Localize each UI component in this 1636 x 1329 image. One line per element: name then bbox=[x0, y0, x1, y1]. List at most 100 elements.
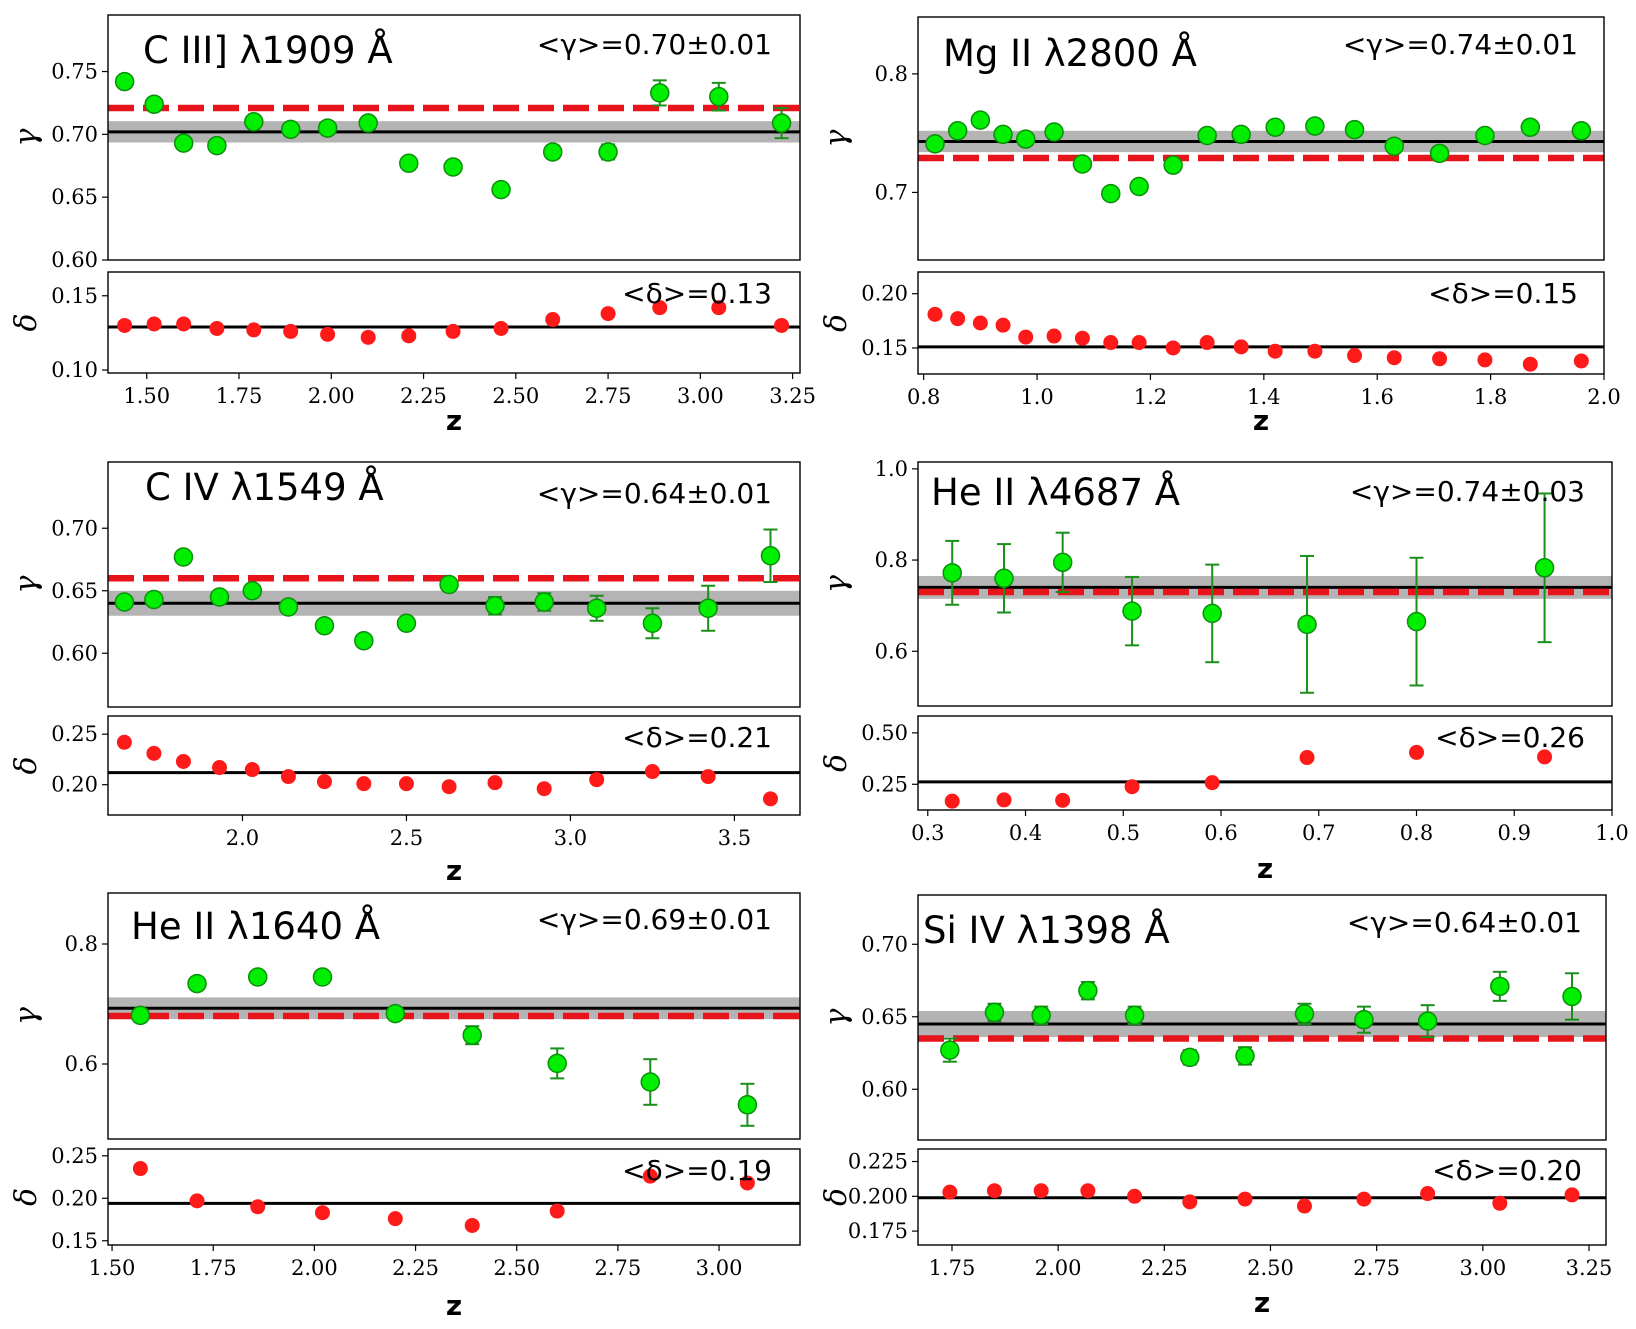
civ-xtick-label: 2.5 bbox=[390, 826, 423, 850]
siiv-delta-point bbox=[1237, 1191, 1253, 1207]
civ-gamma-point bbox=[114, 592, 135, 612]
siiv-gamma-point bbox=[1562, 986, 1582, 1007]
ciii-delta-point bbox=[711, 300, 727, 316]
ciii-gamma-ytick-label: 0.70 bbox=[51, 122, 98, 146]
siiv-gamma-point bbox=[1180, 1047, 1200, 1068]
heii1640-gamma-point bbox=[385, 1003, 406, 1024]
heii4687-gamma-point bbox=[1052, 552, 1073, 573]
ciii-delta-point bbox=[445, 323, 461, 339]
heii4687-delta-ytick-label: 0.25 bbox=[861, 772, 908, 796]
ciii-delta-point bbox=[600, 306, 616, 322]
heii1640-gamma-point bbox=[462, 1025, 482, 1045]
ciii-delta-point bbox=[493, 320, 509, 336]
civ-gamma-plot bbox=[108, 528, 800, 651]
mgii-panel: 0.7 0.8 γ Mg II λ2800 Å <γ>=0.74±0.01 0.15 0.2… bbox=[819, 16, 1621, 437]
mgii-xtick-label: 1.2 bbox=[1134, 385, 1167, 409]
siiv-gamma-plot bbox=[918, 970, 1606, 1068]
heii1640-delta-ytick-label: 0.15 bbox=[51, 1229, 98, 1253]
mgii-delta-point bbox=[950, 311, 966, 327]
mgii-xtick-label: 1.8 bbox=[1474, 385, 1507, 409]
heii4687-delta-point bbox=[1124, 779, 1140, 795]
civ-delta-point bbox=[441, 779, 457, 795]
siiv-gamma-point bbox=[984, 1002, 1005, 1023]
ciii-xtick-label: 3.00 bbox=[677, 384, 724, 408]
civ-gamma-point bbox=[354, 631, 374, 651]
siiv-gamma-point bbox=[1294, 1004, 1315, 1024]
ciii-gamma-point bbox=[598, 142, 618, 162]
heii4687-delta-mean-annotation: <δ>=0.26 bbox=[1435, 721, 1585, 754]
mgii-delta-ylabel: δ bbox=[819, 314, 854, 332]
ciii-delta-ytick-label: 0.10 bbox=[51, 358, 98, 382]
heii1640-gamma-mean-annotation: <γ>=0.69±0.01 bbox=[537, 903, 772, 936]
heii4687-panel: 0.6 0.8 1.0 γ He II λ4687 Å <γ>=0.74±0.03 0.25… bbox=[819, 457, 1629, 885]
mgii-gamma-mean-annotation: <γ>=0.74±0.01 bbox=[1343, 28, 1578, 61]
civ-gamma-point bbox=[760, 546, 781, 566]
heii1640-delta-point bbox=[132, 1161, 148, 1177]
siiv-delta-point bbox=[1080, 1183, 1096, 1199]
heii4687-gamma-point bbox=[1534, 558, 1555, 578]
heii1640-gamma-point bbox=[247, 967, 268, 987]
heii1640-delta-point bbox=[250, 1199, 266, 1215]
heii1640-gamma-ytick-label: 0.6 bbox=[65, 1052, 98, 1076]
mgii-gamma-point bbox=[1072, 154, 1093, 174]
mgii-delta-point bbox=[1477, 352, 1493, 368]
siiv-xtick-label: 2.75 bbox=[1353, 1256, 1400, 1280]
heii1640-gamma-plot bbox=[108, 967, 800, 1127]
heii4687-gamma-point bbox=[1202, 603, 1222, 624]
heii1640-gamma-ylabel: γ bbox=[9, 1007, 44, 1025]
heii1640-title: He II λ1640 Å bbox=[131, 904, 380, 948]
mgii-gamma-point bbox=[1305, 116, 1325, 136]
civ-gamma-point bbox=[534, 592, 554, 612]
mgii-delta-point bbox=[1103, 335, 1119, 351]
civ-delta-point bbox=[589, 772, 605, 788]
ciii-gamma-ytick-label: 0.75 bbox=[51, 60, 98, 84]
mgii-delta-point bbox=[1131, 335, 1147, 351]
civ-gamma-point bbox=[642, 613, 663, 633]
ciii-delta-point bbox=[401, 328, 417, 344]
siiv-delta-point bbox=[1564, 1187, 1580, 1203]
siiv-delta-mean-annotation: <δ>=0.20 bbox=[1432, 1154, 1582, 1187]
civ-delta-point bbox=[146, 745, 162, 761]
civ-delta-point bbox=[644, 764, 660, 780]
civ-gamma-ytick-label: 0.60 bbox=[51, 641, 98, 665]
siiv-gamma-ytick-label: 0.60 bbox=[861, 1077, 908, 1101]
heii1640-xtick-label: 2.00 bbox=[291, 1256, 338, 1280]
mgii-gamma-point bbox=[1520, 117, 1541, 137]
ciii-gamma-point bbox=[173, 133, 194, 153]
ciii-gamma-point bbox=[144, 94, 164, 114]
heii1640-delta-point bbox=[314, 1205, 330, 1221]
mgii-xtick-label: 1.0 bbox=[1020, 385, 1053, 409]
siiv-xtick-label: 2.50 bbox=[1247, 1256, 1294, 1280]
siiv-gamma-frame bbox=[917, 894, 1607, 1141]
mgii-gamma-plot bbox=[918, 110, 1604, 204]
heii4687-delta-point bbox=[1299, 750, 1315, 766]
heii4687-xtick-label: 0.6 bbox=[1204, 821, 1237, 845]
heii4687-xlabel: z bbox=[1257, 852, 1273, 885]
ciii-gamma-ytick-label: 0.60 bbox=[51, 248, 98, 272]
civ-delta-point bbox=[316, 774, 332, 790]
mgii-delta-point bbox=[1307, 343, 1323, 359]
civ-delta-point bbox=[212, 760, 228, 776]
civ-gamma-point bbox=[173, 547, 194, 567]
mgii-gamma-ylabel: γ bbox=[819, 129, 854, 147]
mgii-delta-ytick-label: 0.20 bbox=[861, 282, 908, 306]
heii1640-gamma-frame bbox=[107, 892, 801, 1140]
civ-gamma-point bbox=[242, 581, 263, 601]
ciii-gamma-point bbox=[280, 119, 301, 140]
siiv-xlabel: z bbox=[1254, 1286, 1270, 1319]
mgii-delta-point bbox=[972, 315, 988, 331]
heii1640-panel: 0.6 0.8 γ He II λ1640 Å <γ>=0.69±0.01 0.15 0.2… bbox=[9, 892, 801, 1322]
civ-gamma-point bbox=[586, 598, 607, 618]
mgii-gamma-point bbox=[947, 121, 968, 141]
heii4687-delta-point bbox=[944, 793, 960, 809]
civ-gamma-point bbox=[485, 596, 505, 616]
ciii-gamma-frame bbox=[107, 14, 801, 261]
siiv-gamma-point bbox=[1031, 1005, 1051, 1026]
heii1640-xlabel: z bbox=[446, 1289, 462, 1322]
mgii-gamma-ytick-label: 0.8 bbox=[875, 62, 908, 86]
civ-gamma-ytick-label: 0.65 bbox=[51, 579, 98, 603]
mgii-gamma-point bbox=[970, 110, 991, 130]
civ-gamma-point bbox=[314, 616, 335, 636]
heii4687-gamma-plot bbox=[918, 492, 1612, 694]
